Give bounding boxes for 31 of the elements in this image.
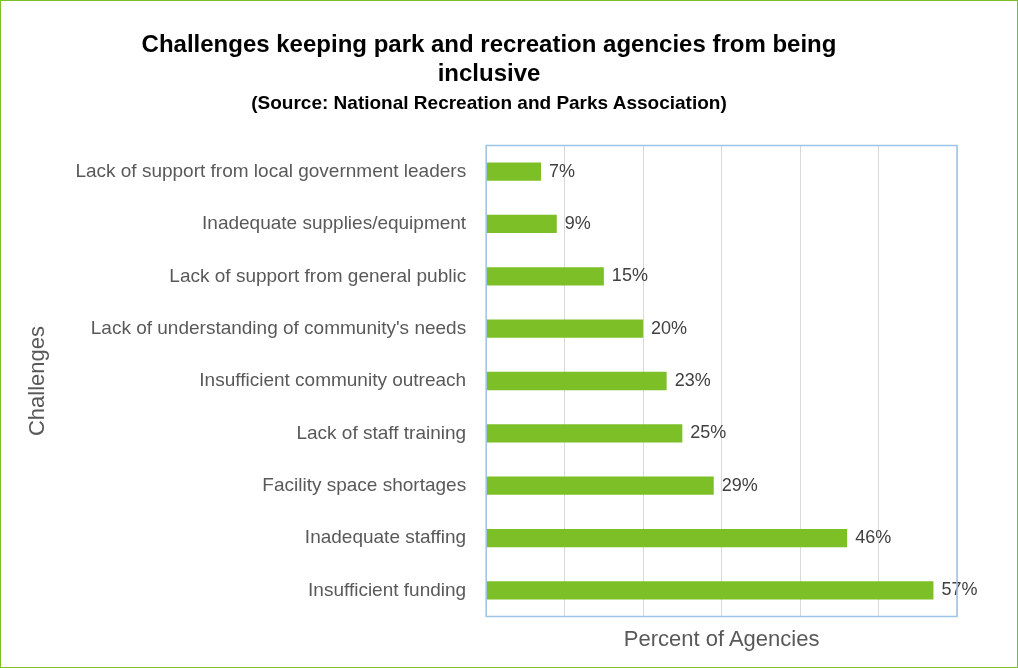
- data-label: 25%: [690, 422, 727, 443]
- bar: [486, 476, 714, 495]
- bar: [486, 581, 934, 600]
- y-tick-label: Facility space shortages: [262, 473, 467, 495]
- data-label: 57%: [941, 579, 978, 600]
- y-tick-label: Inadequate supplies/equipment: [202, 212, 467, 234]
- y-tick-label: Inadequate staffing: [304, 526, 467, 548]
- x-axis-title: Percent of Agencies: [623, 625, 820, 651]
- bar: [486, 424, 683, 443]
- data-label: 46%: [855, 527, 892, 548]
- y-tick-label: Lack of support from general public: [169, 264, 467, 286]
- bar: [486, 319, 644, 338]
- chart-subtitle: (Source: National Recreation and Parks Association): [251, 92, 727, 114]
- data-label: 20%: [651, 317, 688, 338]
- chart-title: Challenges keeping park and recreation agencies from being inclusive: [141, 30, 837, 86]
- data-label: 29%: [721, 474, 758, 495]
- bar: [486, 371, 667, 391]
- y-tick-label: Lack of staff training: [296, 421, 467, 443]
- data-label: 23%: [674, 369, 711, 390]
- y-tick-label: Insufficient funding: [308, 578, 467, 600]
- bar: [486, 267, 604, 286]
- data-label: 15%: [611, 265, 648, 286]
- y-tick-label: Insufficient community outreach: [199, 369, 467, 391]
- y-axis-title: Challenges: [24, 325, 50, 437]
- bar: [486, 162, 542, 181]
- data-label: 9%: [564, 212, 591, 233]
- y-tick-label: Lack of support from local government leaders: [75, 159, 467, 181]
- data-label: 7%: [549, 160, 576, 181]
- bar: [486, 528, 848, 548]
- y-tick-label: Lack of understanding of community's needs: [90, 316, 467, 338]
- bar: [486, 214, 557, 234]
